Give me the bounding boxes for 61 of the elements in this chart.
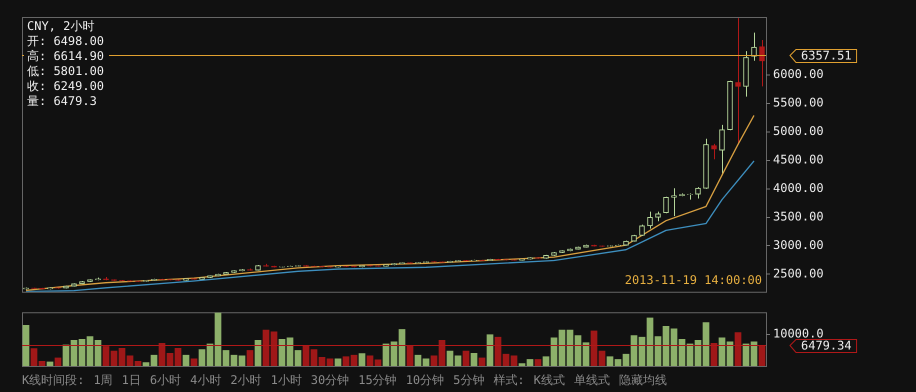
annotation: 高: 6614.90 bbox=[27, 49, 104, 63]
annotation: 量: 6479.3 bbox=[27, 94, 97, 108]
candlestick bbox=[759, 40, 765, 87]
bar bbox=[534, 359, 542, 366]
text: 1日 bbox=[122, 373, 141, 387]
bar bbox=[190, 358, 198, 366]
text: 样式: bbox=[493, 373, 525, 387]
y-tick-label: 5000.00 bbox=[773, 124, 824, 138]
bar bbox=[758, 345, 766, 366]
bar bbox=[358, 353, 366, 366]
bar bbox=[406, 346, 414, 366]
bar bbox=[22, 325, 30, 366]
candlestick bbox=[663, 196, 669, 214]
text: K线时间段: bbox=[22, 373, 84, 387]
bar bbox=[254, 340, 262, 366]
bar bbox=[462, 350, 470, 366]
text: 单线式 bbox=[574, 373, 610, 387]
y-tick-label: 4000.00 bbox=[773, 180, 824, 195]
text: 2小时 bbox=[230, 373, 262, 387]
annotation: 收: 6249.00 bbox=[27, 79, 104, 93]
bar bbox=[334, 358, 342, 366]
text: 10分钟 bbox=[406, 373, 444, 387]
annotation: 低: 5801.00 bbox=[27, 64, 104, 78]
y-tick-label: 3000.00 bbox=[773, 238, 824, 252]
candlestick bbox=[655, 211, 661, 222]
annotation: 2013-11-19 14:00:00 bbox=[624, 272, 762, 287]
annotation: 开: 6498.00 bbox=[27, 34, 104, 48]
ref-line-label: 6357.51 bbox=[801, 48, 852, 63]
y-tick-label: 2500.00 bbox=[773, 266, 824, 280]
bar bbox=[470, 352, 478, 366]
text: 5分钟 bbox=[453, 373, 484, 387]
bar bbox=[54, 358, 62, 366]
bar bbox=[478, 358, 486, 366]
text: 隐藏均线 bbox=[618, 373, 667, 387]
ref-line-label: 6479.34 bbox=[801, 338, 852, 353]
candlestick bbox=[671, 188, 677, 217]
y-tick-label: 10000.0 bbox=[773, 326, 824, 340]
candlestick bbox=[695, 186, 701, 199]
chart-title: CNY, 2小时 bbox=[27, 19, 94, 33]
candlestick bbox=[711, 143, 717, 160]
text: 4小时 bbox=[190, 373, 222, 387]
bar bbox=[46, 362, 54, 366]
bar bbox=[710, 343, 718, 366]
text: K线式 bbox=[534, 373, 565, 387]
text: 15分钟 bbox=[358, 373, 397, 387]
bar bbox=[486, 334, 494, 366]
candlestick bbox=[735, 18, 741, 145]
text: 6小时 bbox=[150, 373, 182, 387]
text: 1小时 bbox=[270, 373, 302, 387]
candlestick bbox=[751, 32, 757, 62]
y-tick-label: 5500.00 bbox=[773, 96, 824, 110]
bar bbox=[734, 332, 742, 366]
bar bbox=[246, 350, 254, 366]
candlestick bbox=[719, 124, 725, 176]
text: 30分钟 bbox=[310, 373, 350, 387]
bar bbox=[182, 354, 190, 366]
text: 1周 bbox=[93, 373, 113, 387]
candlestick bbox=[647, 211, 653, 230]
y-tick-label: 3500.00 bbox=[773, 209, 824, 224]
y-tick-label: 6000.00 bbox=[773, 67, 824, 82]
y-tick-label: 4500.00 bbox=[773, 152, 824, 166]
